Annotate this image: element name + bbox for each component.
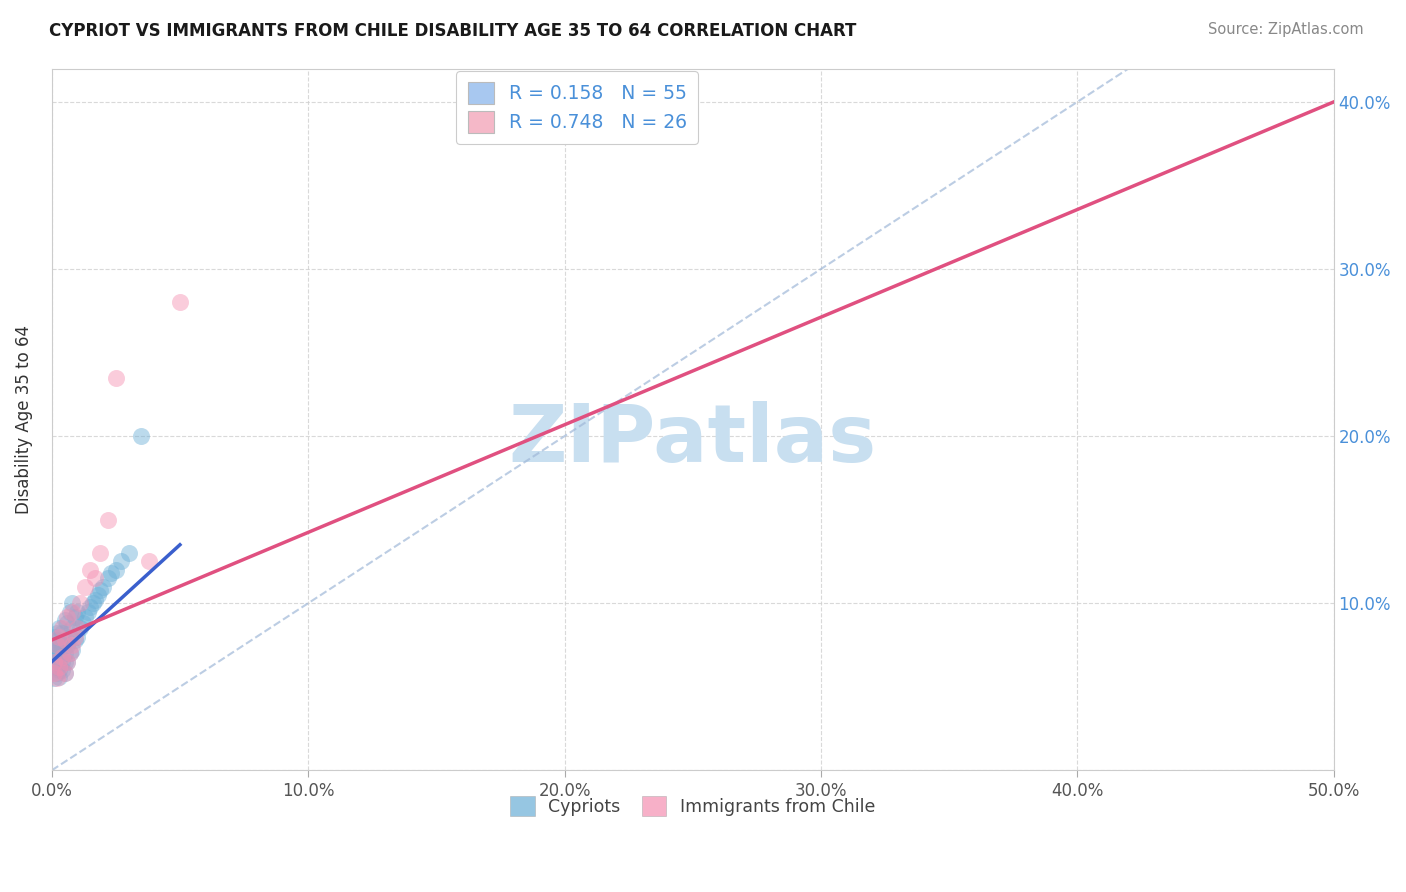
Point [48, 670, 70, 684]
Point [60, 596, 83, 610]
Point [66, 621, 89, 635]
Point [48, 621, 70, 635]
Point [45, 643, 67, 657]
Point [53, 613, 76, 627]
Point [48, 630, 70, 644]
Point [45, 666, 67, 681]
Point [104, 370, 127, 384]
Point [48, 646, 70, 660]
Point [45, 672, 67, 686]
Point [56, 655, 79, 669]
Point [59, 630, 82, 644]
Point [56, 616, 79, 631]
Point [59, 605, 82, 619]
Point [48, 659, 70, 673]
Point [59, 646, 82, 660]
Point [84, 571, 107, 585]
Point [75, 609, 97, 624]
Point [66, 605, 89, 619]
Point [44, 655, 66, 669]
Y-axis label: Disability Age 35 to 64: Disability Age 35 to 64 [15, 325, 32, 514]
Point [72, 616, 94, 631]
Point [63, 632, 86, 647]
Point [79, 599, 101, 614]
Point [51, 621, 73, 635]
Point [44, 672, 66, 686]
Point [56, 638, 79, 652]
Point [104, 563, 127, 577]
Point [48, 655, 70, 669]
Point [44, 646, 66, 660]
Point [51, 638, 73, 652]
Point [79, 563, 101, 577]
Point [66, 630, 89, 644]
Point [100, 566, 122, 581]
Point [75, 580, 97, 594]
Point [44, 666, 66, 681]
Point [97, 513, 120, 527]
Point [45, 632, 67, 647]
Point [53, 632, 76, 647]
Point [69, 621, 91, 635]
Point [48, 663, 70, 677]
Text: Source: ZipAtlas.com: Source: ZipAtlas.com [1208, 22, 1364, 37]
Point [138, 554, 160, 568]
Point [53, 632, 76, 647]
Point [63, 609, 86, 624]
Point [169, 295, 191, 310]
Point [56, 609, 79, 624]
Point [89, 582, 111, 597]
Point [45, 649, 67, 664]
Point [91, 580, 114, 594]
Point [60, 638, 83, 652]
Point [87, 588, 110, 602]
Point [89, 546, 111, 560]
Point [51, 663, 73, 677]
Point [44, 655, 66, 669]
Point [63, 630, 86, 644]
Point [84, 593, 107, 607]
Point [45, 638, 67, 652]
Point [53, 646, 76, 660]
Point [44, 630, 66, 644]
Legend: Cypriots, Immigrants from Chile: Cypriots, Immigrants from Chile [502, 788, 884, 825]
Point [82, 596, 104, 610]
Point [51, 626, 73, 640]
Point [60, 605, 83, 619]
Point [53, 655, 76, 669]
Point [45, 659, 67, 673]
Point [44, 638, 66, 652]
Point [60, 643, 83, 657]
Text: CYPRIOT VS IMMIGRANTS FROM CHILE DISABILITY AGE 35 TO 64 CORRELATION CHART: CYPRIOT VS IMMIGRANTS FROM CHILE DISABIL… [49, 22, 856, 40]
Text: ZIPatlas: ZIPatlas [509, 401, 877, 480]
Point [131, 429, 153, 443]
Point [60, 621, 83, 635]
Point [51, 649, 73, 664]
Point [69, 596, 91, 610]
Point [97, 571, 120, 585]
Point [48, 638, 70, 652]
Point [110, 554, 132, 568]
Point [51, 655, 73, 669]
Point [53, 666, 76, 681]
Point [56, 655, 79, 669]
Point [59, 646, 82, 660]
Point [118, 546, 141, 560]
Point [45, 626, 67, 640]
Point [53, 666, 76, 681]
Point [76, 605, 98, 619]
